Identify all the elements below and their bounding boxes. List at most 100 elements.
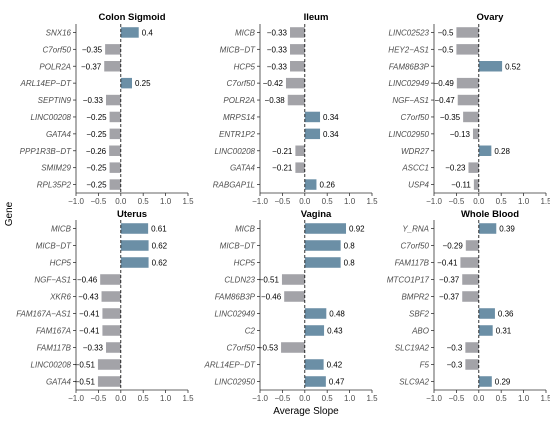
value-label: 0.61 [151, 225, 167, 234]
bar [109, 145, 121, 156]
gene-label: RPL35P2 [37, 181, 72, 190]
value-label: −0.49 [434, 79, 455, 88]
value-label: −0.5 [438, 28, 454, 37]
bar [290, 44, 305, 55]
value-label: −0.33 [267, 62, 288, 71]
value-label: −0.26 [86, 147, 107, 156]
x-tick-label: 1.5 [540, 197, 550, 206]
gene-label: RABGAP1L [213, 181, 255, 190]
value-label: −0.43 [78, 293, 99, 302]
bar [102, 308, 121, 319]
bar [109, 128, 121, 140]
gene-label: USP4 [408, 181, 429, 190]
value-label: −0.46 [261, 293, 282, 302]
value-label: 0.8 [344, 259, 356, 268]
bar [468, 162, 479, 173]
gene-label: C7orf50 [43, 45, 72, 54]
x-tick-label: 1.0 [344, 394, 356, 403]
value-label: −0.41 [79, 327, 100, 336]
x-tick-label: 1.5 [366, 394, 378, 403]
gene-label: HCP5 [234, 62, 256, 71]
value-label: −0.38 [265, 96, 286, 105]
gene-label: MICB−DT [36, 242, 72, 251]
y-axis-title: Gene [4, 201, 15, 226]
value-label: −0.51 [75, 378, 96, 387]
bar [120, 27, 139, 38]
x-tick-label: 1.5 [182, 394, 194, 403]
value-label: 0.31 [496, 327, 512, 336]
x-tick-label: −0.5 [91, 394, 107, 403]
gene-label: GATA4 [46, 130, 72, 139]
gene-label: LINC02949 [215, 310, 256, 319]
gene-label: MICB [235, 225, 256, 234]
value-label: −0.35 [440, 113, 461, 122]
gene-label: SEPTIN9 [38, 96, 72, 105]
value-label: −0.35 [82, 45, 103, 54]
bar [304, 223, 347, 234]
bar [109, 179, 121, 190]
value-label: 0.4 [142, 28, 154, 37]
value-label: −0.5 [438, 45, 454, 54]
value-label: 0.42 [327, 361, 343, 370]
value-label: −0.37 [439, 293, 460, 302]
x-tick-label: −1.0 [252, 394, 268, 403]
bar [478, 325, 493, 336]
x-tick-label: 1.0 [344, 197, 356, 206]
bar [106, 94, 121, 106]
x-tick-label: −1.0 [426, 197, 442, 206]
value-label: −0.11 [451, 181, 471, 190]
bar [456, 77, 479, 89]
bar [465, 342, 479, 353]
value-label: −0.33 [267, 45, 288, 54]
gene-label: LINC00208 [215, 147, 256, 156]
bar [304, 240, 341, 251]
bar [105, 44, 121, 55]
bar [106, 342, 121, 353]
bar [290, 27, 305, 38]
x-tick-label: −1.0 [68, 394, 84, 403]
bar [478, 308, 495, 319]
value-label: −0.25 [86, 113, 107, 122]
bar [456, 27, 479, 38]
bar [284, 291, 305, 302]
gene-label: LINC02523 [389, 28, 430, 37]
bar [120, 77, 132, 89]
x-tick-label: 0.5 [138, 197, 150, 206]
value-label: −0.29 [443, 242, 464, 251]
bar [304, 111, 321, 123]
gene-label: ARL14EP−DT [204, 361, 257, 370]
x-axis-title: Average Slope [273, 406, 339, 417]
value-label: −0.51 [75, 361, 96, 370]
panel-title: Whole Blood [461, 209, 519, 220]
bar [109, 111, 121, 123]
x-tick-label: 0.5 [322, 197, 334, 206]
panel-title: Ileum [304, 12, 329, 23]
value-label: 0.92 [349, 225, 365, 234]
x-tick-label: 1.0 [160, 197, 172, 206]
value-label: −0.41 [437, 259, 458, 268]
bar [478, 145, 492, 156]
gene-label: LINC02950 [389, 130, 430, 139]
gene-label: ENTR1P2 [219, 130, 256, 139]
bar [290, 61, 305, 72]
gene-label: ARL14EP−DT [20, 79, 73, 88]
value-label: 0.34 [323, 130, 339, 139]
x-tick-label: 0.0 [299, 197, 311, 206]
bar [463, 111, 479, 123]
value-label: 0.39 [499, 225, 515, 234]
bar [100, 274, 121, 285]
x-tick-label: 0.0 [299, 394, 311, 403]
value-label: 0.62 [152, 242, 168, 251]
value-label: −0.25 [86, 130, 107, 139]
bar [460, 257, 479, 268]
gene-label: MICB−DT [220, 45, 256, 54]
value-label: 0.29 [495, 378, 511, 387]
x-tick-label: 0.0 [115, 394, 127, 403]
bar [120, 240, 149, 251]
value-label: 0.43 [327, 327, 343, 336]
bar [101, 291, 121, 302]
panel-title: Uterus [117, 209, 147, 220]
value-label: −0.25 [86, 181, 107, 190]
gene-label: C7orf50 [401, 242, 430, 251]
bar [304, 376, 326, 387]
